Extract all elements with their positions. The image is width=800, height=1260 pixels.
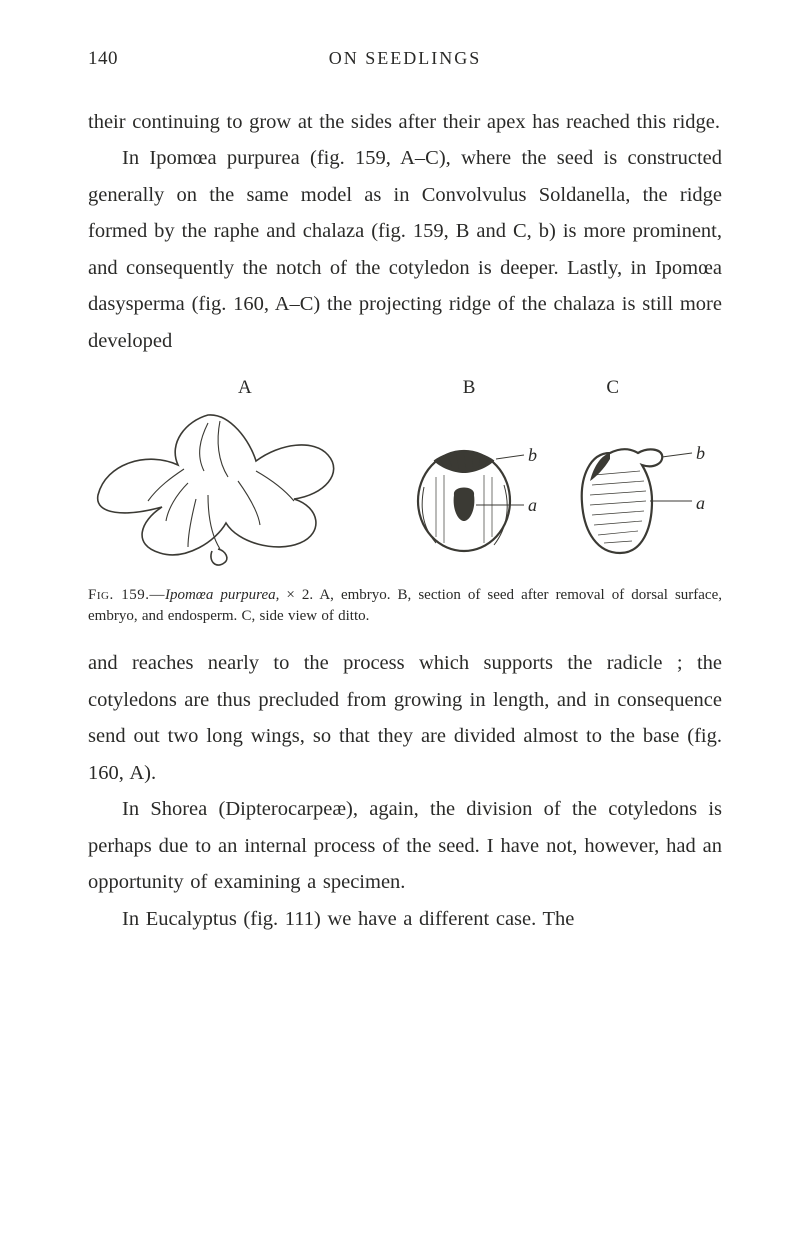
paragraph-1: their continuing to grow at the sides af… bbox=[88, 104, 722, 140]
figure-part-c bbox=[582, 450, 692, 554]
figure-label-a: A bbox=[238, 377, 253, 399]
figure-column-labels: A B C bbox=[88, 377, 722, 399]
figure-b-label-b: b bbox=[528, 445, 537, 466]
paragraph-5: In Eucalyptus (fig. 111) we have a diffe… bbox=[88, 901, 722, 937]
figure-c-label-b: b bbox=[696, 443, 705, 464]
figure-label-b: B bbox=[463, 377, 477, 399]
body-text-upper: their continuing to grow at the sides af… bbox=[88, 104, 722, 359]
figure-b-label-a: a bbox=[528, 495, 537, 516]
figure-row: b a b a bbox=[88, 403, 722, 575]
caption-species: Ipomœa purpurea, bbox=[165, 587, 279, 603]
figure-c-label-a: a bbox=[696, 493, 705, 514]
figure-caption: Fig. 159.—Ipomœa purpurea, × 2. A, embry… bbox=[88, 585, 722, 627]
page: 140 ON SEEDLINGS their continuing to gro… bbox=[0, 0, 800, 1260]
paragraph-4: In Shorea (Dipterocarpeæ), again, the di… bbox=[88, 791, 722, 900]
figure-part-b bbox=[418, 451, 524, 551]
paragraph-3: and reaches nearly to the process which … bbox=[88, 645, 722, 791]
figure-159-illustration bbox=[88, 403, 722, 575]
running-title: ON SEEDLINGS bbox=[329, 48, 482, 70]
body-text-lower: and reaches nearly to the process which … bbox=[88, 645, 722, 937]
running-header: 140 ON SEEDLINGS bbox=[88, 48, 722, 70]
figure-part-a bbox=[98, 415, 334, 565]
paragraph-2: In Ipomœa purpurea (fig. 159, A–C), wher… bbox=[88, 140, 722, 359]
caption-lead: Fig. 159.— bbox=[88, 587, 165, 603]
figure-label-c: C bbox=[606, 377, 620, 399]
page-number: 140 bbox=[88, 48, 118, 70]
header-spacer bbox=[692, 48, 722, 70]
